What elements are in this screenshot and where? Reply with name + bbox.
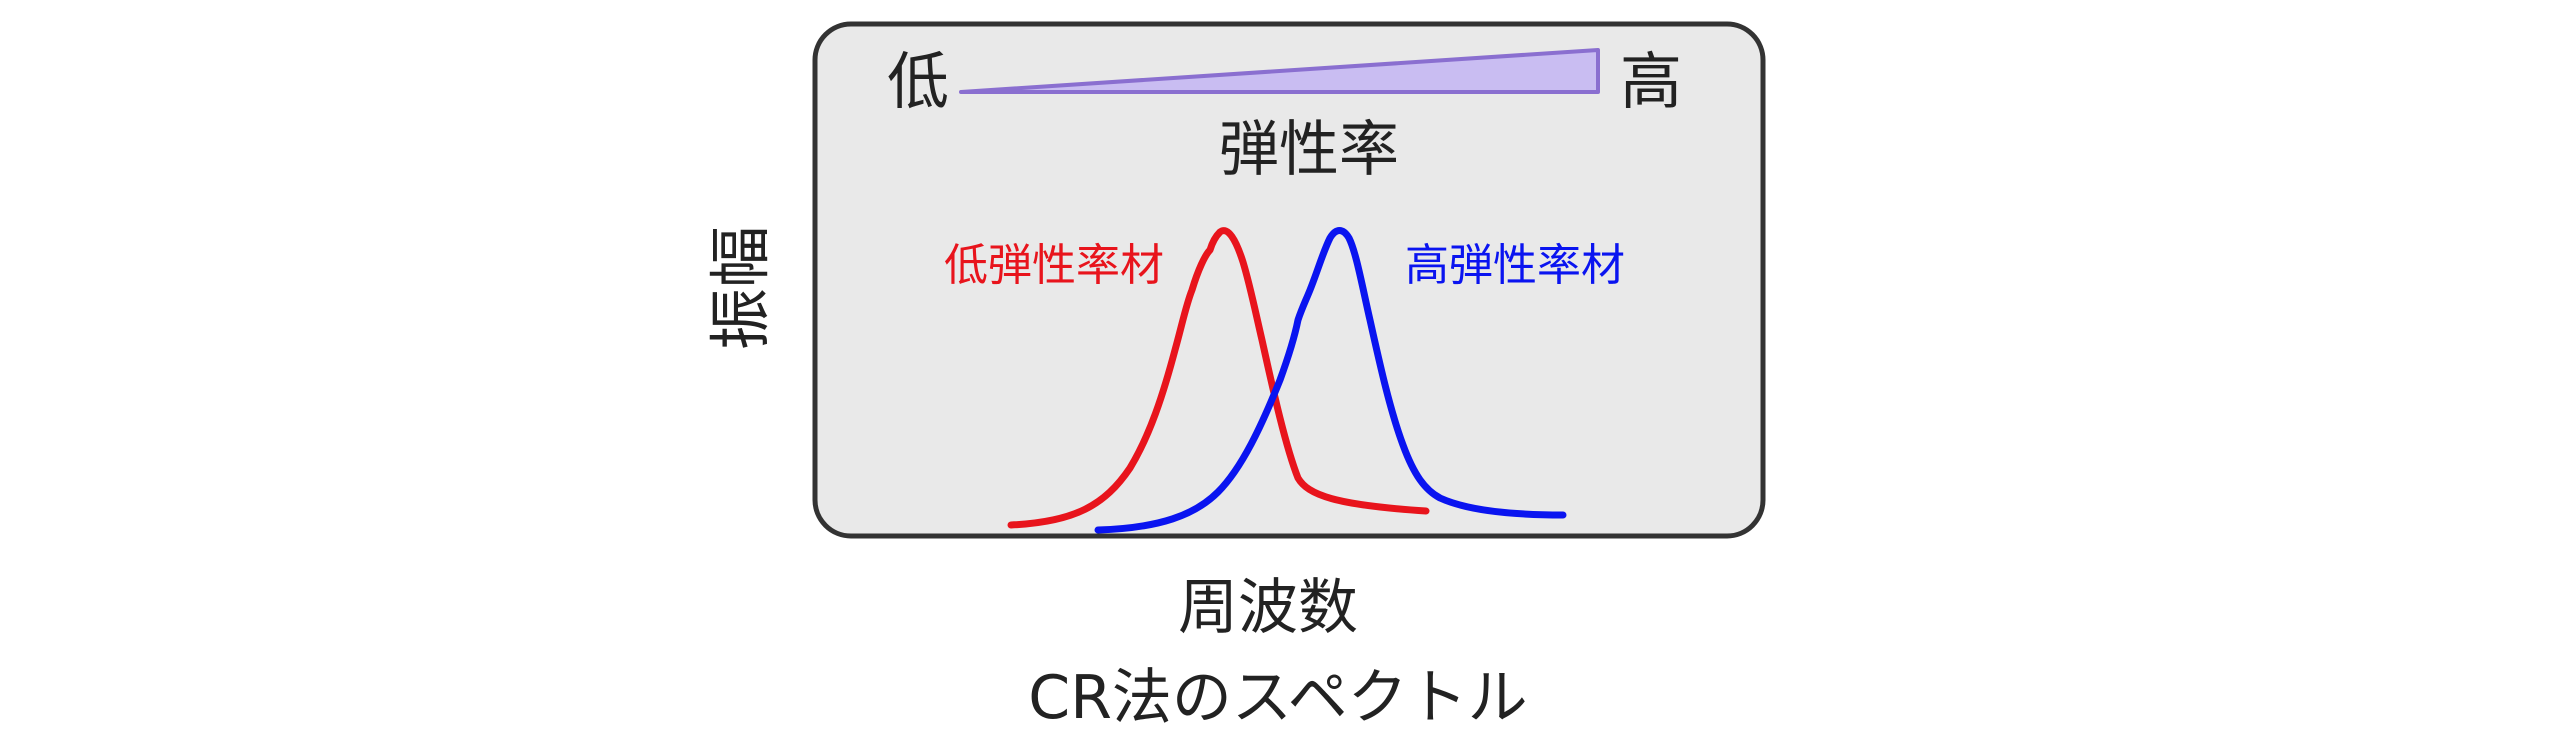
elasticity-label: 弾性率 bbox=[1219, 115, 1399, 185]
high-label: 高 bbox=[1620, 45, 1682, 118]
y-axis-label: 振幅 bbox=[704, 226, 777, 350]
high-elasticity-series-label: 高弾性率材 bbox=[1405, 240, 1625, 291]
plot-panel bbox=[812, 21, 1766, 539]
low-elasticity-curve-shape bbox=[1007, 227, 1430, 529]
high-elasticity-curve bbox=[1094, 227, 1567, 534]
low-label: 低 bbox=[887, 45, 949, 118]
x-axis-label: 周波数 bbox=[1178, 573, 1358, 643]
figure-caption: CR法のスペクトル bbox=[1028, 663, 1527, 733]
low-elasticity-series-label: 低弾性率材 bbox=[944, 240, 1164, 291]
elasticity-gradient-wedge bbox=[959, 48, 1600, 94]
